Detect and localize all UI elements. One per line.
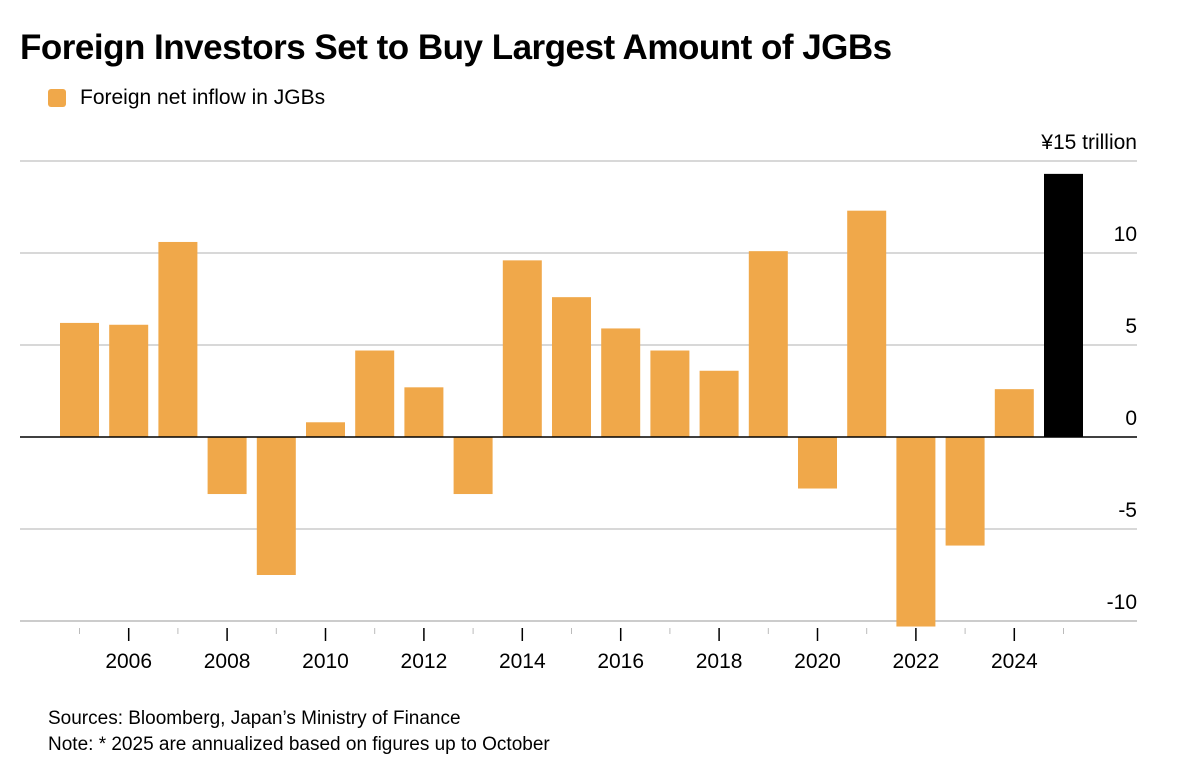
bar-chart: ¥15 trillion 10 5 0 -5 -10 2006 2008 2010 2012 201… <box>20 131 1137 673</box>
legend: Foreign net inflow in JGBs <box>48 86 325 110</box>
bar-2023 <box>945 437 985 546</box>
y-tick-label: 5 <box>1125 315 1137 338</box>
bar-2017 <box>650 350 690 437</box>
x-tick-label: 2014 <box>499 650 546 673</box>
bar-2008 <box>207 437 247 495</box>
x-tick-label: 2024 <box>991 650 1038 673</box>
bar-2024 <box>994 389 1034 437</box>
y-tick-label: -5 <box>1118 499 1137 522</box>
bar-2022 <box>896 437 936 627</box>
bar-2021 <box>847 210 887 437</box>
bar-2015 <box>552 297 591 437</box>
x-tick-label: 2006 <box>105 650 152 673</box>
bar-2011 <box>355 350 395 437</box>
bar-2009 <box>256 437 296 575</box>
x-tick-label: 2012 <box>401 650 448 673</box>
y-tick-label: -10 <box>1107 591 1137 614</box>
x-tick-label: 2008 <box>204 650 251 673</box>
bar-2005 <box>60 322 99 437</box>
x-tick-label: 2022 <box>893 650 940 673</box>
bar-2016 <box>601 328 641 437</box>
legend-swatch <box>48 89 66 107</box>
footnote: Note: * 2025 are annualized based on fig… <box>48 734 550 755</box>
chart-title: Foreign Investors Set to Buy Largest Amo… <box>20 28 892 67</box>
bar-2019 <box>748 251 788 437</box>
x-tick-label: 2020 <box>794 650 841 673</box>
legend-label: Foreign net inflow in JGBs <box>80 86 326 109</box>
sources-note: Sources: Bloomberg, Japan’s Ministry of … <box>48 708 461 729</box>
bar-2010 <box>306 422 345 437</box>
bar-2020 <box>798 437 837 489</box>
y-tick-label: ¥15 trillion <box>1040 131 1137 154</box>
bar-2018 <box>699 370 739 437</box>
bar-2025 <box>1044 173 1083 437</box>
bar-2013 <box>453 437 493 495</box>
x-tick-label: 2018 <box>696 650 743 673</box>
bar-2014 <box>502 260 542 437</box>
bar-2007 <box>158 241 198 437</box>
x-tick-label: 2010 <box>302 650 349 673</box>
bar-2012 <box>404 387 444 437</box>
y-tick-label: 0 <box>1125 407 1137 430</box>
bar-2006 <box>109 324 149 437</box>
x-tick-label: 2016 <box>597 650 644 673</box>
footer: Sources: Bloomberg, Japan’s Ministry of … <box>48 706 550 758</box>
y-tick-label: 10 <box>1114 223 1137 246</box>
